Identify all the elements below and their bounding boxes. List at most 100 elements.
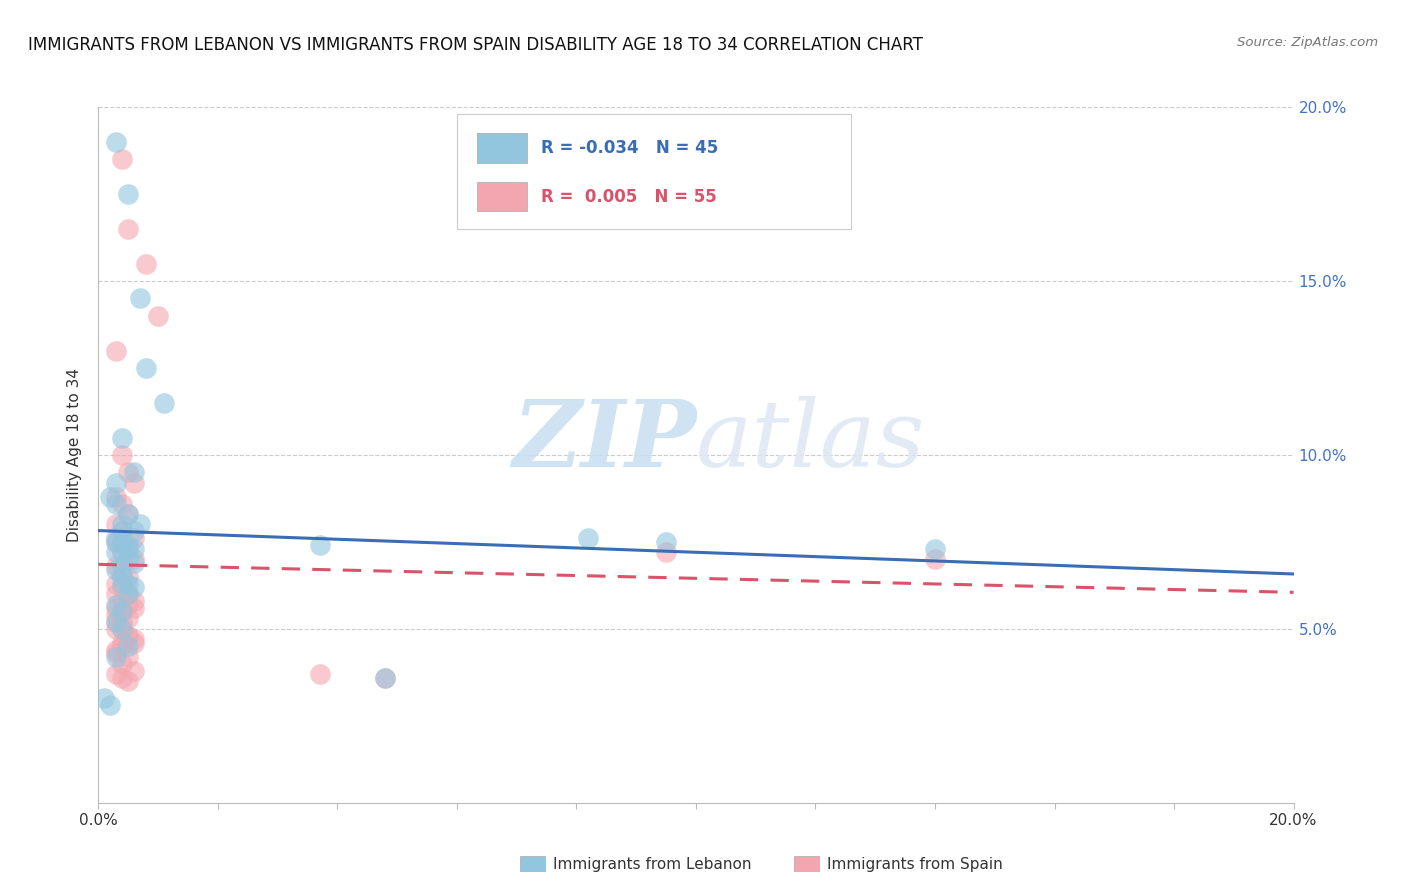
Point — [105, 532, 128, 546]
Point — [117, 674, 139, 689]
Point — [117, 538, 139, 552]
Point — [105, 649, 128, 664]
Point — [117, 466, 139, 480]
FancyBboxPatch shape — [457, 114, 852, 229]
Point — [117, 221, 139, 235]
Point — [153, 395, 176, 409]
Point — [374, 671, 396, 685]
Point — [117, 611, 139, 625]
Point — [117, 507, 139, 521]
Point — [105, 615, 128, 629]
Point — [111, 636, 134, 650]
Point — [374, 671, 396, 685]
Point — [111, 534, 134, 549]
Point — [924, 541, 946, 556]
Point — [117, 649, 139, 664]
Point — [105, 517, 128, 532]
Point — [124, 632, 146, 647]
Point — [117, 598, 139, 612]
Point — [105, 475, 128, 490]
Point — [117, 570, 139, 584]
Text: Immigrants from Spain: Immigrants from Spain — [827, 857, 1002, 871]
Point — [124, 552, 146, 566]
Point — [124, 664, 146, 678]
Point — [111, 559, 134, 574]
Point — [105, 576, 128, 591]
Point — [148, 309, 170, 323]
Point — [111, 430, 134, 444]
Point — [117, 629, 139, 643]
Point — [105, 534, 128, 549]
Text: Source: ZipAtlas.com: Source: ZipAtlas.com — [1237, 36, 1378, 49]
Point — [111, 605, 134, 619]
Point — [124, 541, 146, 556]
Point — [124, 532, 146, 546]
Point — [105, 490, 128, 504]
Point — [124, 601, 146, 615]
Point — [105, 667, 128, 681]
Point — [105, 587, 128, 601]
Point — [124, 580, 146, 594]
Point — [111, 566, 134, 581]
Point — [105, 646, 128, 660]
Point — [105, 545, 128, 559]
Point — [124, 466, 146, 480]
Point — [111, 524, 134, 539]
Text: R = -0.034   N = 45: R = -0.034 N = 45 — [541, 139, 718, 157]
Point — [655, 545, 678, 559]
Point — [117, 541, 139, 556]
Point — [135, 360, 157, 375]
Point — [105, 135, 128, 149]
Point — [308, 667, 330, 681]
Point — [924, 552, 946, 566]
Point — [111, 615, 134, 629]
Point — [111, 671, 134, 685]
Point — [105, 343, 128, 358]
Point — [105, 615, 128, 629]
Point — [105, 601, 128, 615]
Point — [124, 636, 146, 650]
Point — [124, 524, 146, 539]
Text: R =  0.005   N = 55: R = 0.005 N = 55 — [541, 188, 717, 206]
Point — [111, 622, 134, 636]
Point — [111, 570, 134, 584]
Point — [111, 580, 134, 594]
Point — [135, 257, 157, 271]
Point — [655, 534, 678, 549]
Y-axis label: Disability Age 18 to 34: Disability Age 18 to 34 — [67, 368, 83, 542]
Point — [111, 639, 134, 653]
Text: IMMIGRANTS FROM LEBANON VS IMMIGRANTS FROM SPAIN DISABILITY AGE 18 TO 34 CORRELA: IMMIGRANTS FROM LEBANON VS IMMIGRANTS FR… — [28, 36, 922, 54]
Point — [117, 187, 139, 202]
Text: Immigrants from Lebanon: Immigrants from Lebanon — [553, 857, 751, 871]
Point — [111, 545, 134, 559]
FancyBboxPatch shape — [477, 182, 527, 211]
Point — [111, 497, 134, 511]
Point — [117, 587, 139, 601]
Point — [98, 490, 122, 504]
Point — [105, 559, 128, 574]
Point — [105, 607, 128, 622]
Point — [117, 507, 139, 521]
Point — [578, 532, 600, 546]
Point — [111, 545, 134, 559]
Point — [105, 598, 128, 612]
Point — [111, 517, 134, 532]
Point — [111, 605, 134, 619]
Point — [117, 587, 139, 601]
Point — [111, 448, 134, 462]
Point — [105, 563, 128, 577]
Point — [111, 576, 134, 591]
Point — [117, 552, 139, 566]
Point — [111, 524, 134, 539]
Point — [124, 594, 146, 608]
Point — [129, 517, 152, 532]
Point — [308, 538, 330, 552]
Point — [98, 698, 122, 713]
Point — [117, 576, 139, 591]
Point — [111, 622, 134, 636]
Point — [105, 622, 128, 636]
Point — [105, 497, 128, 511]
Point — [111, 594, 134, 608]
Point — [117, 639, 139, 653]
Point — [105, 642, 128, 657]
